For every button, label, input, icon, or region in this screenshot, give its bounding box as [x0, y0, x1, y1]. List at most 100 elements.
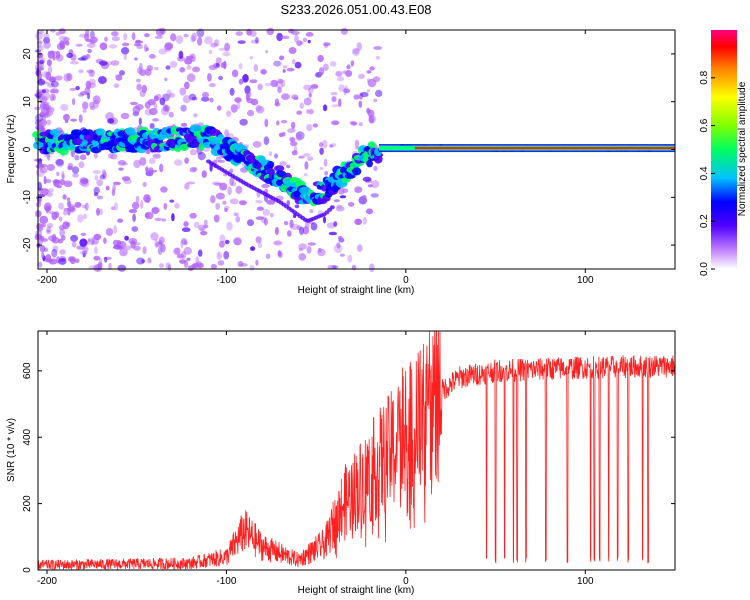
spectrogram-cell [308, 92, 312, 98]
spectrogram-cell [333, 244, 343, 254]
spectrogram-cell [164, 105, 171, 112]
spectrogram-cell [124, 235, 129, 241]
spectrogram-cell [176, 253, 184, 259]
spectrogram-cell [233, 212, 237, 217]
spectrogram-cell [168, 111, 174, 118]
spectrogram-cell [179, 67, 186, 73]
spectrogram-x-ticks: -200 -100 0 100 [37, 30, 594, 286]
spectrogram-cell [41, 91, 51, 101]
spectrogram-cell [215, 156, 222, 163]
spectrogram-cell [136, 257, 145, 265]
spectrogram-cell [375, 89, 383, 97]
spectrogram-cell [291, 94, 299, 100]
spectrogram-y-tick-label: -10 [22, 190, 33, 205]
carrier-band-core [414, 146, 675, 150]
spectrogram-cell [155, 93, 162, 101]
spectrogram-cell [121, 47, 130, 55]
spectrogram-cell [226, 221, 233, 231]
spectrogram-cell [155, 28, 165, 37]
spectrogram-cell [324, 170, 329, 176]
spectrogram-cell [262, 208, 270, 216]
spectrogram-cell [51, 248, 58, 258]
spectrogram-cell [179, 259, 187, 264]
spectrogram-cell [128, 209, 138, 214]
spectrogram-cell [117, 160, 127, 166]
spectrogram-cell [41, 223, 46, 228]
spectrogram-cell [338, 84, 345, 92]
spectrogram-cell [375, 55, 381, 60]
spectrogram-cell [291, 58, 296, 65]
spectrogram-cell [322, 139, 328, 149]
spectrogram-cell [82, 101, 89, 110]
spectrogram-cell [148, 158, 156, 165]
spectrogram-cell [41, 251, 45, 259]
spectrogram-cell [52, 245, 59, 253]
spectrogram-cell [41, 188, 49, 196]
spectrogram-cell [277, 78, 284, 84]
spectrogram-cell [38, 261, 43, 268]
figure-title: S233.2026.051.00.43.E08 [280, 2, 431, 17]
spectrogram-cell [280, 120, 288, 124]
spectrogram-cell [171, 213, 175, 222]
spectrogram-cell [299, 102, 305, 109]
spectrogram-cell [62, 113, 70, 121]
spectrogram-cell [88, 265, 98, 270]
spectrogram-cell [99, 208, 103, 216]
spectrogram-cell [94, 246, 98, 255]
spectrogram-cell [71, 166, 80, 174]
spectrogram-cell [265, 49, 269, 54]
spectrogram-cell [144, 33, 150, 38]
spectrogram-cell [138, 117, 142, 126]
spectrogram-cell [154, 239, 159, 249]
spectrogram-cell [273, 60, 282, 67]
spectrogram-cell [234, 97, 242, 103]
spectrogram-cell [362, 176, 372, 182]
spectrogram-cell [174, 247, 181, 255]
spectrogram-cell [105, 228, 114, 236]
spectrogram-cell [115, 74, 123, 81]
spectrogram-cell [345, 70, 353, 77]
spectrogram-cell [93, 255, 101, 261]
spectrogram-cell [89, 105, 96, 111]
spectrogram-cell [154, 67, 159, 71]
spectrogram-cell [235, 216, 241, 223]
snr-x-tick-label: 100 [577, 576, 594, 587]
spectrogram-cell [303, 84, 312, 91]
spectrogram-cell [331, 104, 340, 108]
spectrogram-cells [32, 27, 676, 273]
spectrogram-cell [230, 104, 238, 113]
spectrogram-cell [329, 61, 337, 67]
spectrogram-cell [63, 210, 68, 216]
spectrogram-cell [129, 101, 138, 106]
spectrogram-cell [64, 119, 69, 124]
spectrogram-cell [353, 94, 360, 100]
spectrogram-cell [165, 262, 171, 270]
spectrogram-cell [270, 212, 274, 218]
spectrogram-cell [351, 48, 360, 56]
spectrogram-cell [289, 136, 296, 143]
spectrogram-cell [338, 98, 342, 107]
spectrogram-cell [70, 256, 76, 265]
spectrogram-cell [86, 92, 91, 100]
spectrogram-cell [255, 105, 265, 114]
spectrogram-cell [47, 154, 51, 161]
colorbar-label: Normalized spectral amplitude [737, 81, 748, 216]
spectrogram-cell [132, 213, 137, 222]
spectrogram-cell [79, 238, 88, 247]
spectrogram-cell [354, 218, 362, 225]
snr-x-label: Height of straight line (km) [298, 585, 415, 596]
spectrogram-cell [35, 92, 44, 96]
spectrogram-y-label: Frequency (Hz) [6, 115, 17, 184]
spectrogram-cell [298, 243, 308, 250]
spectrogram-cell [72, 98, 76, 106]
spectrogram-cell [282, 65, 288, 69]
spectrogram-cell [46, 119, 52, 126]
spectrogram-cell [304, 161, 309, 170]
spectrogram-cell [110, 153, 118, 160]
spectrogram-cell [215, 192, 225, 200]
snr-axes-frame [37, 330, 676, 571]
spectrogram-cell [307, 242, 316, 246]
spectrogram-cell [305, 32, 314, 37]
spectrogram-cell [136, 43, 143, 50]
spectrogram-cell [276, 170, 287, 178]
